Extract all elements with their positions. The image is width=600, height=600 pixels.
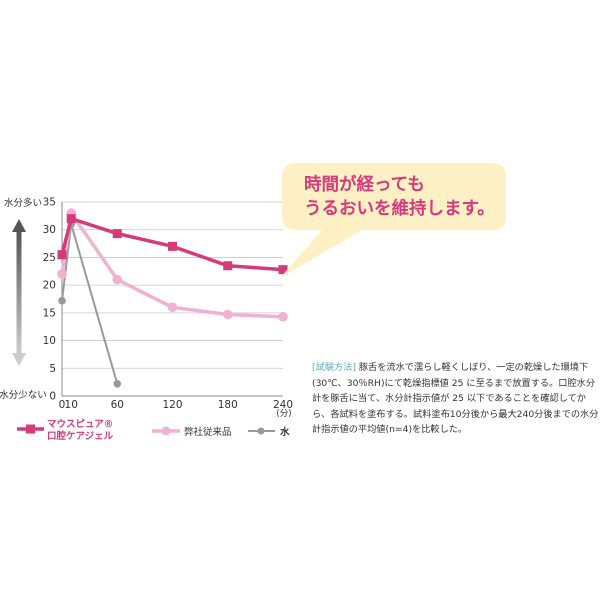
y-tick-label: 25 bbox=[43, 252, 56, 264]
series-line bbox=[61, 223, 119, 385]
y-tick-label: 5 bbox=[49, 363, 56, 375]
data-point bbox=[112, 229, 122, 239]
annotation-line2: うるおいを維持します。 bbox=[304, 198, 495, 219]
legend-label-water: 水 bbox=[280, 426, 290, 438]
y-label-top: 水分多い bbox=[4, 197, 42, 209]
data-point bbox=[278, 265, 288, 275]
x-tick-label: 180 bbox=[218, 399, 238, 411]
legend-label-mouthpure-2: 口腔ケアジェル bbox=[47, 430, 114, 442]
test-method-tag: [試験方法] bbox=[312, 362, 356, 373]
data-point bbox=[66, 214, 76, 224]
series-line bbox=[60, 211, 284, 319]
test-method-body: 豚舌を流水で濡らし軽くしぼり、一定の乾燥した環境下(30℃、30％RH)にて乾燥… bbox=[312, 362, 599, 435]
legend-label-conventional: 弊社従来品 bbox=[184, 426, 232, 438]
data-point bbox=[58, 296, 66, 305]
data-point bbox=[113, 380, 122, 388]
x-tick-label: 240 bbox=[273, 399, 293, 411]
annotation-line1: 時間が経っても bbox=[304, 174, 425, 195]
grid-lines bbox=[62, 201, 283, 369]
test-method-text: [試験方法] 豚舌を流水で濡らし軽くしぼり、一定の乾燥した環境下(30℃、30％… bbox=[312, 360, 600, 438]
data-point bbox=[57, 269, 67, 279]
x-tick-label: 0 bbox=[59, 399, 66, 411]
data-point bbox=[223, 261, 233, 271]
legend-label-mouthpure-1: マウスピュア® bbox=[47, 418, 113, 430]
y-direction-arrow bbox=[12, 219, 26, 366]
x-tick-labels: 0 10 60 120 180 240 bbox=[59, 399, 293, 411]
data-point bbox=[278, 311, 288, 322]
data-point bbox=[167, 302, 178, 313]
axes bbox=[61, 202, 283, 397]
y-tick-label: 30 bbox=[43, 224, 56, 236]
y-tick-label: 20 bbox=[43, 280, 56, 292]
y-tick-label: 0 bbox=[49, 391, 56, 403]
y-tick-labels: 0 5 10 15 20 25 30 35 bbox=[43, 197, 56, 403]
data-point bbox=[112, 274, 123, 285]
legend: マウスピュア® 口腔ケアジェル 弊社従来品 水 bbox=[17, 418, 290, 442]
x-tick-label: 120 bbox=[162, 399, 182, 411]
series-line bbox=[60, 216, 284, 272]
x-unit-label: (分) bbox=[276, 409, 291, 419]
legend-item-mouthpure: マウスピュア® 口腔ケアジェル bbox=[17, 418, 114, 442]
y-tick-label: 10 bbox=[43, 335, 56, 347]
y-tick-label: 15 bbox=[43, 307, 56, 319]
x-tick-label: 10 bbox=[65, 399, 78, 411]
data-point bbox=[222, 309, 233, 320]
y-tick-label: 35 bbox=[43, 197, 56, 209]
series-layer bbox=[57, 208, 288, 388]
data-point bbox=[168, 241, 177, 251]
series-0 bbox=[57, 214, 288, 275]
legend-item-water: 水 bbox=[248, 426, 290, 438]
y-label-bottom: 水分少ない bbox=[0, 389, 47, 401]
x-tick-label: 60 bbox=[111, 399, 124, 411]
annotation-callout: 時間が経っても うるおいを維持します。 bbox=[280, 163, 506, 278]
data-point bbox=[57, 250, 67, 260]
legend-item-conventional: 弊社従来品 bbox=[152, 426, 232, 438]
